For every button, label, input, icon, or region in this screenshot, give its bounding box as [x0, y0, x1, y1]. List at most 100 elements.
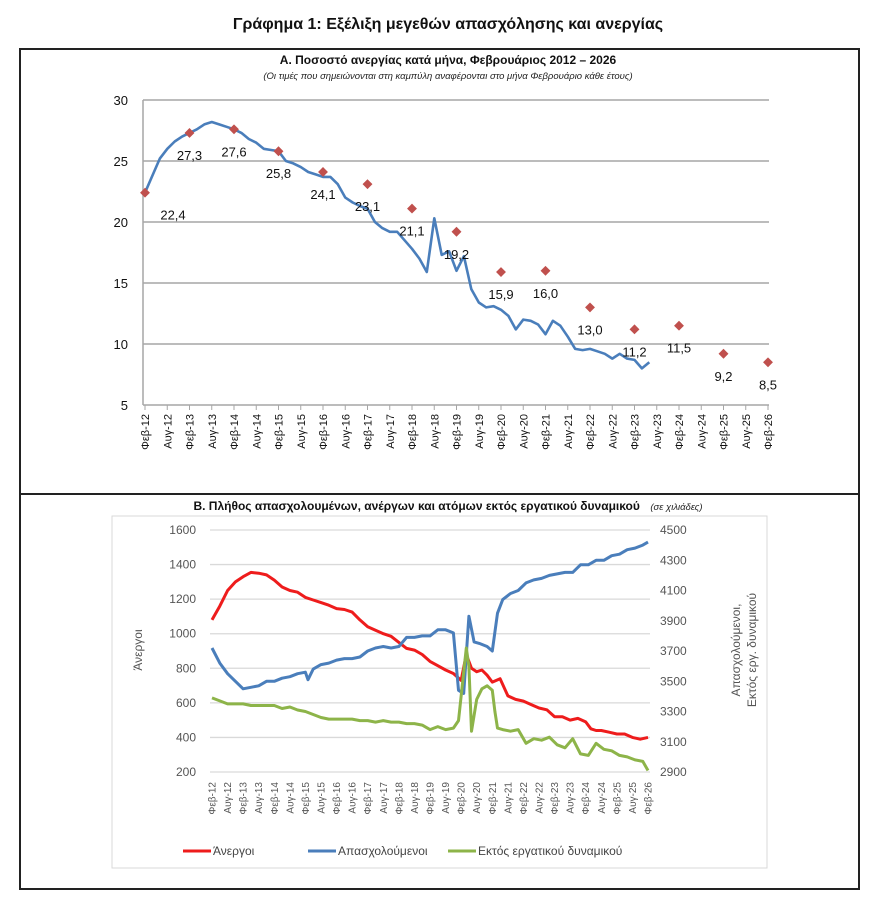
chart-b-x-tick-label: Αυγ-20: [472, 782, 483, 814]
chart-a-x-tick-label: Φεβ-18: [407, 414, 419, 450]
chart-b-x-tick-label: Φεβ-12: [208, 782, 219, 815]
chart-a-x-tick-label: Φεβ-23: [630, 414, 642, 450]
chart-a-x-tick-label: Αυγ-13: [207, 414, 219, 449]
chart-b-y-tick-left: 600: [176, 696, 196, 710]
chart-a-data-label: 16,0: [533, 286, 558, 301]
chart-b-x-tick-label: Φεβ-13: [239, 782, 250, 815]
chart-a-data-label: 27,3: [177, 148, 202, 163]
chart-b-title-note: (σε χιλιάδες): [650, 502, 702, 513]
chart-a-x-tick-label: Αυγ-23: [652, 414, 664, 449]
chart-b-x-tick-label: Φεβ-17: [363, 782, 374, 815]
chart-b-gridlines: [210, 529, 650, 773]
chart-b-y-tick-right: 3700: [660, 644, 687, 658]
chart-a-feb-marker: [229, 124, 239, 135]
chart-a-data-labels: 22,4 27,3 27,6 25,8 24,1 23,1 21,1 19,2 15,9 16,0…: [160, 144, 777, 392]
chart-a-data-label: 11,2: [622, 344, 646, 359]
chart-a-data-label: 22,4: [160, 208, 185, 223]
chart-a-feb-marker: [140, 187, 150, 198]
chart-a-y-tick-label: 30: [114, 93, 128, 108]
chart-a-x-tick-label: Φεβ-13: [185, 414, 197, 450]
chart-b-y-tick-right: 4500: [660, 523, 687, 537]
chart-b-y-tick-right: 4100: [660, 584, 687, 598]
chart-b-x-tick-label: Φεβ-16: [332, 782, 343, 815]
chart-b-y-tick-left: 1200: [169, 592, 196, 606]
chart-b-x-tick-label: Αυγ-25: [628, 782, 639, 814]
chart-b-series-employed: [210, 540, 649, 695]
chart-a-markers: [140, 124, 773, 368]
chart-b-y-tick-left: 800: [176, 661, 196, 675]
chart-a-x-tick-label: Αυγ-17: [385, 414, 397, 449]
chart-a-data-label: 15,9: [488, 287, 513, 302]
chart-a-data-label: 13,0: [577, 322, 602, 337]
chart-b-x-tick-label: Φεβ-24: [581, 782, 592, 815]
chart-a-x-tick-label: Φεβ-25: [719, 414, 731, 450]
chart-a-data-label: 23,1: [355, 199, 380, 214]
chart-b-x-tick-label: Αυγ-22: [535, 782, 546, 814]
chart-a-x-tick-label: Φεβ-17: [363, 414, 375, 450]
chart-b-series-unemployed: [210, 570, 649, 741]
chart-a-x-tick-label: Φεβ-26: [763, 414, 775, 450]
chart-b-title: Β. Πλήθος απασχολουμένων, ανέργων και ατ…: [193, 499, 639, 513]
chart-a-x-tick-label: Αυγ-22: [607, 414, 619, 449]
chart-b-y-label-right-2: Εκτός εργ. δυναμικού: [745, 593, 759, 707]
chart-a-feb-marker: [451, 226, 462, 237]
chart-b-x-tick-label: Φεβ-25: [612, 782, 623, 815]
chart-b-y-tick-right: 3300: [660, 705, 687, 719]
chart-b-y-tick-right: 3100: [660, 735, 687, 749]
main-title: Γράφημα 1: Εξέλιξη μεγεθών απασχόλησης κ…: [232, 16, 664, 33]
figure-frame: [19, 48, 860, 890]
chart-a-y-tick-label: 15: [114, 276, 128, 291]
chart-a-data-label: 19,2: [444, 247, 469, 262]
chart-b-x-tick-label: Φεβ-26: [644, 782, 655, 815]
chart-a-feb-marker: [184, 127, 195, 138]
legend-label: Άνεργοι: [213, 844, 255, 858]
chart-a-feb-marker: [718, 348, 729, 359]
chart-b-x-tick-label: Αυγ-17: [379, 782, 390, 814]
chart-a-y-tick-label: 10: [114, 337, 128, 352]
chart-a-feb-marker: [496, 267, 506, 277]
chart-a-y-ticks: 5 10 15 20 25 30: [114, 93, 128, 413]
chart-b-x-tick-label: Αυγ-13: [254, 782, 265, 814]
chart-a-x-tick-label: Φεβ-19: [452, 414, 464, 450]
chart-a-data-label: 9,2: [714, 369, 732, 384]
chart-b-card: [111, 515, 768, 869]
chart-b-title-group: Β. Πλήθος απασχολουμένων, ανέργων και ατ…: [193, 497, 702, 514]
chart-b-y-ticks-left: 200 400 600 800 1000 1200 1400 1600: [169, 523, 196, 779]
chart-b-series-lines: [210, 540, 650, 772]
chart-b-x-tick-label: Φεβ-23: [550, 782, 561, 815]
chart-a-feb-marker: [407, 203, 417, 214]
chart-a-feb-marker: [362, 179, 373, 190]
chart-b-x-tick-label: Αυγ-16: [348, 782, 359, 814]
chart-b-x-tick-label: Αυγ-24: [597, 782, 608, 814]
chart-b-y-tick-right: 3500: [660, 674, 687, 688]
chart-b-x-tick-label: Φεβ-18: [394, 782, 405, 815]
chart-a-data-label: 21,1: [399, 224, 424, 239]
chart-a-x-tick-label: Φεβ-15: [274, 414, 286, 450]
chart-a-x-tick-label: Φεβ-12: [140, 414, 152, 450]
chart-b-x-tick-label: Φεβ-21: [488, 782, 499, 815]
chart-b-y-tick-right: 2900: [660, 765, 687, 779]
chart-a-data-label: 8,5: [759, 377, 777, 392]
chart-a-y-tick-label: 20: [114, 215, 128, 230]
chart-a-x-tick-label: Αυγ-19: [474, 414, 486, 449]
chart-a-x-tick-label: Φεβ-20: [496, 414, 508, 450]
chart-a-data-label: 25,8: [266, 166, 291, 181]
chart-b-x-tick-label: Φεβ-22: [519, 782, 530, 815]
chart-b-x-tick-label: Φεβ-19: [426, 782, 437, 815]
chart-b-x-tick-label: Αυγ-14: [285, 782, 296, 814]
chart-a-feb-marker: [763, 357, 773, 368]
chart-a-feb-marker: [585, 302, 595, 313]
chart-b-y-label-right-1: Απασχολούμενοι,: [729, 604, 743, 697]
chart-a-x-tick-label: Φεβ-21: [541, 414, 553, 450]
chart-a-x-ticks: Φεβ-12 Αυγ-12 Φεβ-13 Αυγ-13 Φεβ-14 Αυγ-14 Φεβ-…: [140, 405, 775, 450]
chart-a-gridlines: [143, 99, 769, 345]
chart-a-x-tick-label: Φεβ-22: [585, 414, 597, 450]
chart-a-title: Α. Ποσοστό ανεργίας κατά μήνα, Φεβρουάρι…: [280, 53, 617, 67]
chart-a-series-line: [143, 120, 651, 370]
chart-a-x-tick-label: Αυγ-12: [162, 414, 174, 449]
chart-a-y-tick-label: 5: [121, 398, 128, 413]
chart-a-y-tick-label: 25: [114, 154, 128, 169]
chart-b: Β. Πλήθος απασχολουμένων, ανέργων και ατ…: [111, 497, 768, 869]
chart-b-x-tick-label: Αυγ-15: [317, 782, 328, 814]
